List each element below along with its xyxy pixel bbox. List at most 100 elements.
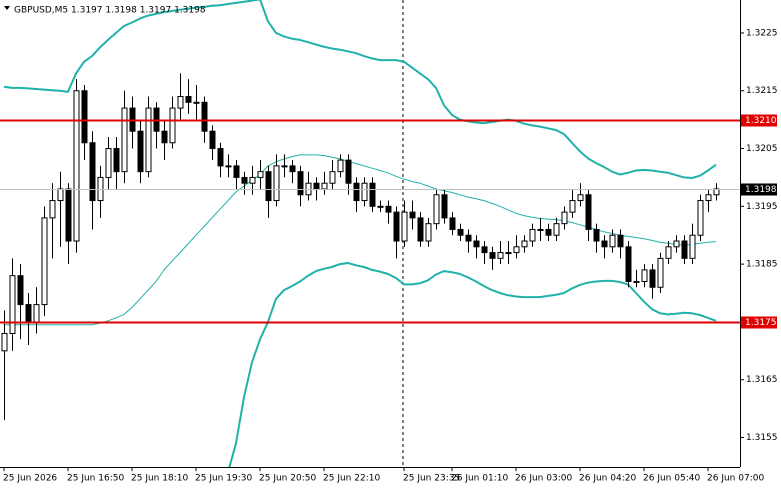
candle-body bbox=[25, 304, 32, 323]
candle-body bbox=[585, 194, 592, 230]
candle-body bbox=[665, 246, 672, 259]
candle-body bbox=[633, 280, 640, 283]
candle-body bbox=[289, 165, 296, 173]
candle-body bbox=[649, 269, 656, 288]
candle-body bbox=[265, 171, 272, 202]
x-tick-label: 25 Jun 2026 bbox=[3, 474, 57, 484]
candle-body bbox=[521, 240, 528, 248]
candle-body bbox=[177, 96, 184, 109]
candle-body bbox=[225, 165, 232, 168]
candle-body bbox=[545, 228, 552, 236]
candle-body bbox=[593, 228, 600, 242]
candle-body bbox=[121, 107, 128, 173]
candle-body bbox=[321, 182, 328, 190]
candle-body bbox=[217, 148, 224, 167]
candle-body bbox=[385, 205, 392, 213]
candle-body bbox=[185, 96, 192, 103]
x-tick-label: 26 Jun 05:40 bbox=[643, 474, 700, 484]
candle-body bbox=[417, 217, 424, 242]
x-tick-label: 26 Jun 07:00 bbox=[707, 474, 764, 484]
candle-body bbox=[537, 228, 544, 231]
candle-body bbox=[465, 234, 472, 242]
y-tick-label: 1.3185 bbox=[746, 260, 778, 270]
x-tick-label: 26 Jun 01:10 bbox=[451, 474, 508, 484]
candle-body bbox=[113, 148, 120, 173]
candle-body bbox=[561, 211, 568, 225]
candle-body bbox=[1, 332, 8, 352]
candle-body bbox=[281, 165, 288, 168]
candle-body bbox=[161, 130, 168, 144]
candle-body bbox=[329, 171, 336, 184]
candle-body bbox=[273, 165, 280, 202]
x-tick-label: 25 Jun 19:30 bbox=[195, 474, 252, 484]
x-tick-label: 25 Jun 22:10 bbox=[323, 474, 380, 484]
x-tick-label: 26 Jun 04:20 bbox=[579, 474, 636, 484]
candle-body bbox=[433, 194, 440, 225]
candle-body bbox=[457, 228, 464, 236]
candle-body bbox=[137, 130, 144, 173]
candle-body bbox=[169, 107, 176, 144]
candle-body bbox=[401, 211, 408, 242]
indicator-line bbox=[228, 262, 717, 467]
candle-body bbox=[249, 176, 256, 184]
level-label: 1.3210 bbox=[745, 116, 777, 126]
candle-body bbox=[689, 234, 696, 259]
x-tick-label: 25 Jun 16:50 bbox=[67, 474, 124, 484]
candle-body bbox=[657, 257, 664, 288]
candle-body bbox=[49, 200, 56, 219]
candle-body bbox=[361, 182, 368, 202]
candle-body bbox=[625, 246, 632, 282]
level-label-box bbox=[741, 114, 777, 127]
candle-body bbox=[705, 194, 712, 202]
candle-body bbox=[713, 188, 720, 196]
chart-title: GBPUSD,M5 1.3197 1.3198 1.3197 1.3198 bbox=[14, 6, 206, 16]
x-tick-label: 25 Jun 18:10 bbox=[131, 474, 188, 484]
title-arrow bbox=[4, 6, 10, 10]
candle-body bbox=[529, 228, 536, 242]
last-price-label: 1.3198 bbox=[745, 185, 777, 195]
candle-body bbox=[425, 223, 432, 242]
y-tick-label: 1.3165 bbox=[746, 375, 778, 385]
candle-body bbox=[377, 205, 384, 208]
candle-body bbox=[41, 217, 48, 306]
candle-body bbox=[641, 269, 648, 282]
candle-body bbox=[81, 90, 88, 144]
level-label-box bbox=[741, 316, 777, 329]
candle-body bbox=[313, 182, 320, 190]
candle-body bbox=[449, 217, 456, 230]
y-tick-label: 1.3225 bbox=[746, 28, 778, 38]
candle-body bbox=[105, 148, 112, 178]
x-tick-label: 25 Jun 20:50 bbox=[259, 474, 316, 484]
candle-body bbox=[89, 142, 96, 202]
candle-body bbox=[481, 246, 488, 254]
candle-body bbox=[553, 223, 560, 236]
candle-body bbox=[201, 101, 208, 132]
candle-body bbox=[297, 171, 304, 196]
candle-body bbox=[513, 246, 520, 254]
candle-body bbox=[489, 252, 496, 259]
candle-body bbox=[193, 101, 200, 104]
candle-body bbox=[601, 240, 608, 248]
candle-body bbox=[257, 171, 264, 178]
candle-body bbox=[617, 234, 624, 248]
y-tick-label: 1.3155 bbox=[746, 433, 778, 443]
candle-body bbox=[9, 275, 16, 334]
candle-body bbox=[305, 182, 312, 196]
candle-body bbox=[609, 234, 616, 248]
candle-body bbox=[577, 194, 584, 202]
y-tick-label: 1.3215 bbox=[746, 86, 778, 96]
candle-body bbox=[393, 211, 400, 242]
candle-body bbox=[33, 304, 40, 323]
candle-body bbox=[233, 165, 240, 178]
level-label: 1.3175 bbox=[745, 318, 777, 328]
candle-body bbox=[57, 188, 64, 202]
candle-body bbox=[673, 240, 680, 248]
candle-body bbox=[73, 90, 80, 242]
candle-body bbox=[353, 182, 360, 202]
candle-body bbox=[17, 275, 24, 306]
candle-body bbox=[65, 188, 72, 242]
indicator-line bbox=[3, 0, 717, 179]
